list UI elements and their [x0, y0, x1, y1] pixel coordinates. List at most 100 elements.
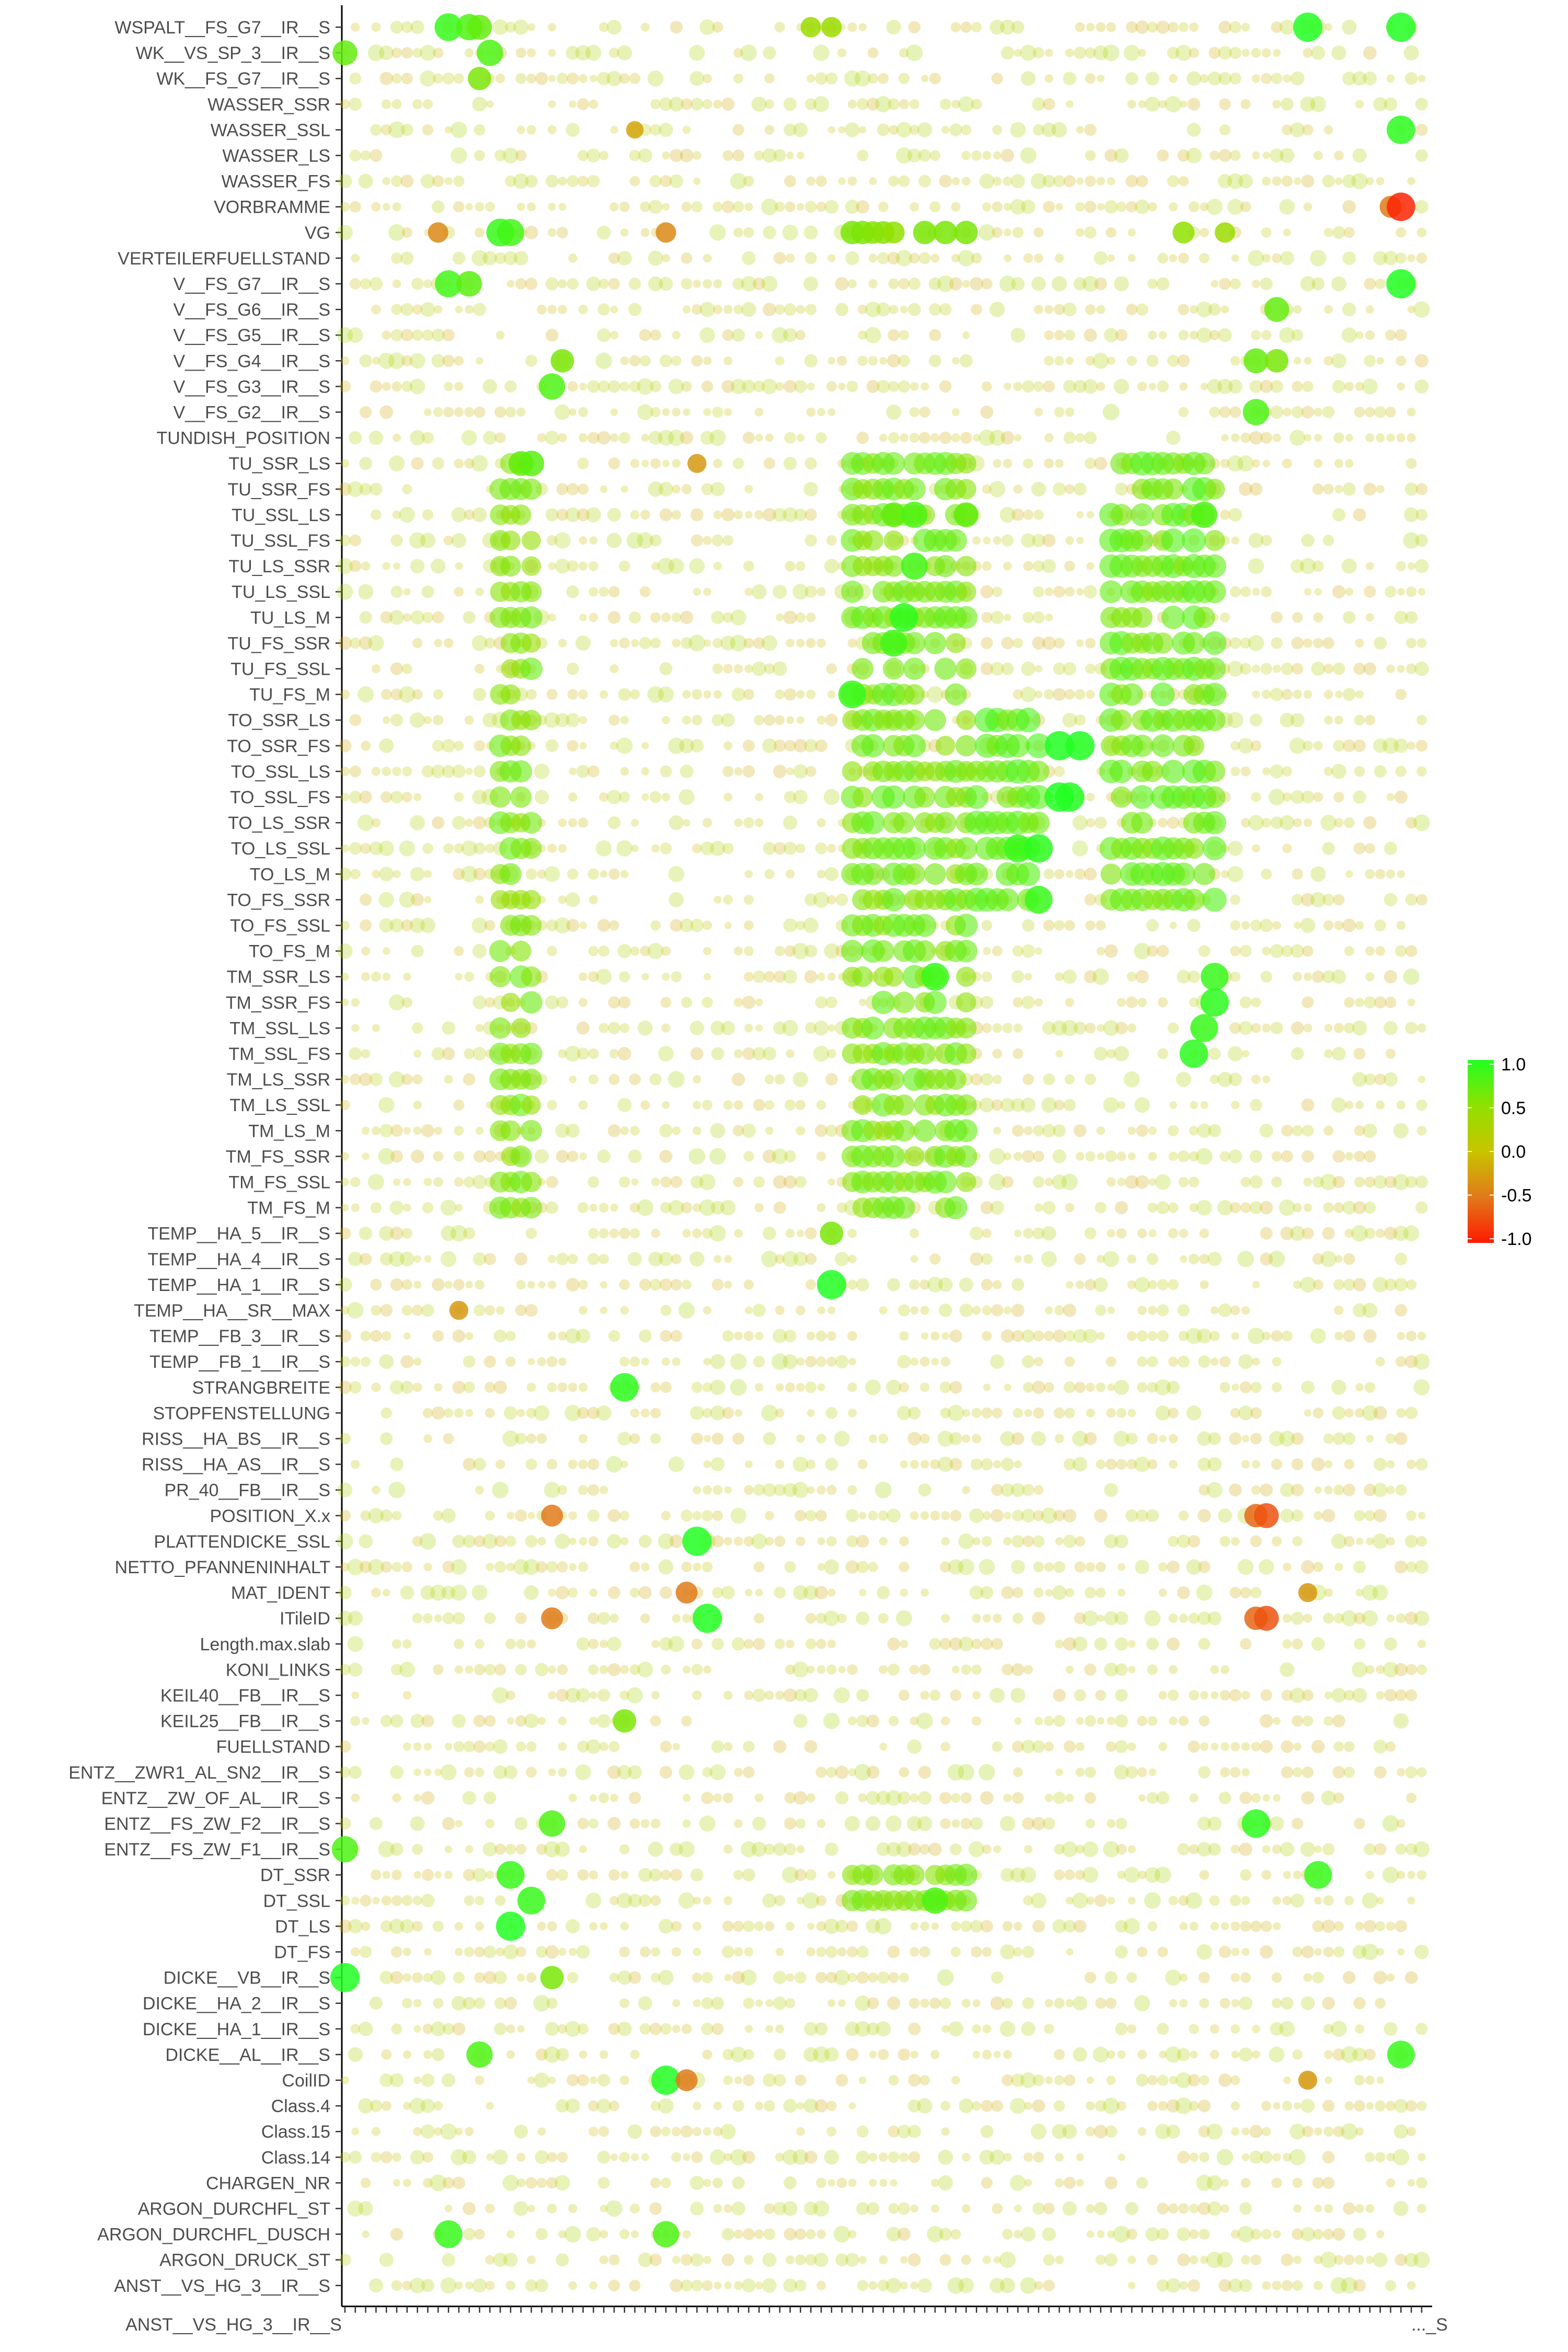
weak-point	[1252, 844, 1260, 853]
weak-point	[473, 868, 486, 881]
weak-point	[609, 1048, 619, 1059]
weak-point	[1302, 124, 1313, 136]
weak-point	[900, 1460, 908, 1469]
weak-point	[629, 1356, 640, 1367]
weak-point	[1331, 969, 1346, 984]
weak-point	[1376, 177, 1385, 186]
weak-point	[1241, 818, 1251, 828]
weak-point	[1074, 1124, 1087, 1137]
y-tick-label: TEMP__HA_1__IR__S	[147, 1275, 330, 1295]
weak-point	[1054, 1305, 1065, 1316]
weak-point	[1065, 998, 1075, 1007]
weak-point	[1168, 1408, 1179, 1419]
weak-point	[866, 379, 880, 393]
weak-point	[1323, 1202, 1334, 1213]
weak-point	[649, 2022, 662, 2035]
weak-point	[724, 1974, 732, 1981]
weak-point	[1261, 586, 1272, 597]
weak-point	[1033, 381, 1044, 392]
weak-point	[835, 303, 849, 316]
weak-point	[690, 1175, 704, 1189]
weak-point	[1196, 301, 1213, 318]
weak-point	[1127, 254, 1136, 262]
weak-point	[989, 1148, 1006, 1165]
weak-point	[402, 484, 412, 494]
weak-point	[1230, 741, 1240, 751]
weak-point	[494, 406, 506, 418]
weak-point	[640, 1100, 650, 1110]
weak-point	[990, 1201, 1005, 1215]
weak-point	[587, 175, 600, 188]
weak-point	[1345, 1152, 1354, 1161]
weak-point	[1333, 1741, 1344, 1752]
weak-point	[1342, 251, 1356, 265]
weak-point	[773, 661, 787, 676]
weak-point	[483, 1355, 497, 1368]
weak-point	[1396, 227, 1406, 238]
weak-point	[472, 943, 487, 959]
weak-point	[907, 148, 921, 163]
weak-point	[1044, 1562, 1054, 1572]
weak-point	[1043, 1382, 1054, 1393]
weak-point	[1343, 1536, 1355, 1547]
weak-point	[486, 1871, 494, 1880]
weak-point	[981, 1253, 993, 1265]
weak-point	[412, 1382, 422, 1392]
weak-point	[713, 279, 722, 289]
weak-point	[465, 1409, 474, 1417]
weak-point	[1085, 663, 1096, 674]
weak-point	[566, 585, 579, 598]
weak-point	[693, 2101, 701, 2111]
weak-point	[628, 1252, 642, 1266]
weak-point	[764, 1921, 775, 1931]
weak-point	[1012, 1408, 1023, 1418]
weak-point	[710, 1354, 725, 1369]
weak-point	[359, 1534, 373, 1549]
weak-point	[610, 305, 618, 314]
weak-point	[1004, 254, 1012, 262]
weak-point	[1271, 1151, 1282, 1162]
weak-point	[548, 100, 556, 108]
weak-point	[534, 1405, 550, 1421]
weak-point	[564, 2021, 581, 2037]
weak-point	[1396, 433, 1406, 443]
weak-point	[980, 585, 994, 598]
weak-point	[701, 2022, 714, 2035]
weak-point	[887, 1997, 901, 2010]
weak-point	[845, 251, 859, 266]
weak-point	[734, 1409, 742, 1417]
weak-point	[516, 407, 526, 417]
weak-point	[1054, 1407, 1065, 1419]
weak-point	[980, 1791, 994, 1805]
weak-point	[649, 1869, 662, 1882]
weak-point	[1185, 1328, 1202, 1344]
weak-point	[597, 1714, 611, 1728]
weak-point	[1323, 1716, 1333, 1726]
weak-point	[524, 1713, 539, 1728]
weak-point	[1168, 1896, 1178, 1906]
weak-point	[1189, 2101, 1199, 2111]
weak-point	[382, 177, 390, 186]
weak-point	[454, 382, 464, 391]
weak-point	[1239, 1792, 1252, 1804]
weak-point	[1177, 1586, 1190, 1599]
y-tick-label: RISS__HA_BS__IR__S	[142, 1429, 330, 1449]
y-tick-label: NETTO_PFANNENINHALT	[115, 1558, 330, 1577]
weak-point	[413, 1768, 421, 1777]
weak-point	[1113, 1431, 1129, 1447]
weak-point	[951, 2076, 961, 2085]
weak-point	[764, 125, 775, 135]
weak-point	[765, 1690, 775, 1700]
weak-point	[1230, 946, 1241, 956]
weak-point	[1301, 406, 1315, 419]
weak-point	[888, 1715, 899, 1726]
weak-point	[1364, 1228, 1376, 1239]
weak-point	[721, 97, 735, 111]
weak-point	[763, 1226, 776, 1240]
weak-point	[949, 1381, 962, 1394]
weak-point	[949, 1329, 962, 1343]
weak-point	[576, 1637, 590, 1651]
weak-point	[1393, 739, 1409, 753]
weak-point	[390, 20, 403, 34]
weak-point	[826, 1331, 837, 1341]
